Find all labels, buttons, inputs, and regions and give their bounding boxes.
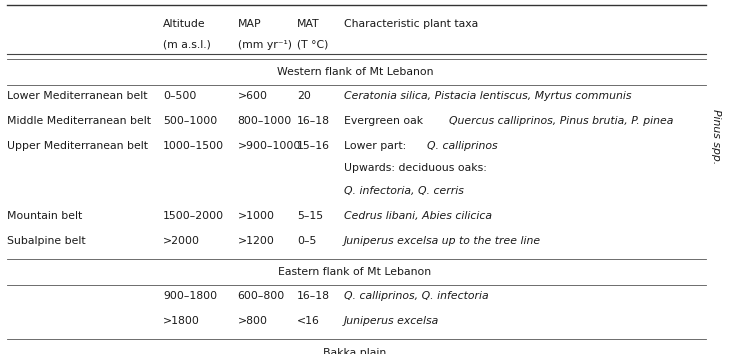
Text: 20: 20	[297, 91, 311, 101]
Text: Altitude: Altitude	[163, 19, 205, 29]
Text: >1200: >1200	[238, 236, 275, 246]
Text: Characteristic plant taxa: Characteristic plant taxa	[344, 19, 478, 29]
Text: Middle Mediterranean belt: Middle Mediterranean belt	[7, 116, 151, 126]
Text: (T °C): (T °C)	[297, 40, 328, 50]
Text: Juniperus excelsa up to the tree line: Juniperus excelsa up to the tree line	[344, 236, 541, 246]
Text: Western flank of Mt Lebanon: Western flank of Mt Lebanon	[277, 67, 433, 77]
Text: 5–15: 5–15	[297, 211, 323, 221]
Text: Upwards: deciduous oaks:: Upwards: deciduous oaks:	[344, 164, 487, 173]
Text: 0–5: 0–5	[297, 236, 316, 246]
Text: >900–1000: >900–1000	[238, 141, 301, 151]
Text: Q. calliprinos, Q. infectoria: Q. calliprinos, Q. infectoria	[344, 291, 488, 301]
Text: Quercus calliprinos, Pinus brutia, P. pinea: Quercus calliprinos, Pinus brutia, P. pi…	[449, 116, 673, 126]
Text: Eastern flank of Mt Lebanon: Eastern flank of Mt Lebanon	[279, 268, 432, 278]
Text: 600–800: 600–800	[238, 291, 285, 301]
Text: Mountain belt: Mountain belt	[7, 211, 83, 221]
Text: MAT: MAT	[297, 19, 320, 29]
Text: Bakka plain: Bakka plain	[324, 348, 386, 354]
Text: 1000–1500: 1000–1500	[163, 141, 224, 151]
Text: 900–1800: 900–1800	[163, 291, 217, 301]
Text: Q. infectoria, Q. cerris: Q. infectoria, Q. cerris	[344, 186, 464, 196]
Text: 800–1000: 800–1000	[238, 116, 292, 126]
Text: 15–16: 15–16	[297, 141, 330, 151]
Text: 1500–2000: 1500–2000	[163, 211, 224, 221]
Text: Subalpine belt: Subalpine belt	[7, 236, 86, 246]
Text: Juniperus excelsa: Juniperus excelsa	[344, 316, 440, 326]
Text: Cedrus libani, Abies cilicica: Cedrus libani, Abies cilicica	[344, 211, 492, 221]
Text: >600: >600	[238, 91, 268, 101]
Text: Q. calliprinos: Q. calliprinos	[427, 141, 498, 151]
Text: Evergreen oak: Evergreen oak	[344, 116, 427, 126]
Text: 16–18: 16–18	[297, 116, 330, 126]
Text: 16–18: 16–18	[297, 291, 330, 301]
Text: >1000: >1000	[238, 211, 275, 221]
Text: >800: >800	[238, 316, 268, 326]
Text: 500–1000: 500–1000	[163, 116, 217, 126]
Text: (m a.s.l.): (m a.s.l.)	[163, 40, 211, 50]
Text: (mm yr⁻¹): (mm yr⁻¹)	[238, 40, 292, 50]
Text: Ceratonia silica, Pistacia lentiscus, Myrtus communis: Ceratonia silica, Pistacia lentiscus, My…	[344, 91, 632, 101]
Text: Lower Mediterranean belt: Lower Mediterranean belt	[7, 91, 148, 101]
Text: Pinus spp.: Pinus spp.	[711, 109, 721, 165]
Text: MAP: MAP	[238, 19, 262, 29]
Text: <16: <16	[297, 316, 320, 326]
Text: Lower part:: Lower part:	[344, 141, 410, 151]
Text: >1800: >1800	[163, 316, 200, 326]
Text: >2000: >2000	[163, 236, 200, 246]
Text: Upper Mediterranean belt: Upper Mediterranean belt	[7, 141, 149, 151]
Text: 0–500: 0–500	[163, 91, 197, 101]
